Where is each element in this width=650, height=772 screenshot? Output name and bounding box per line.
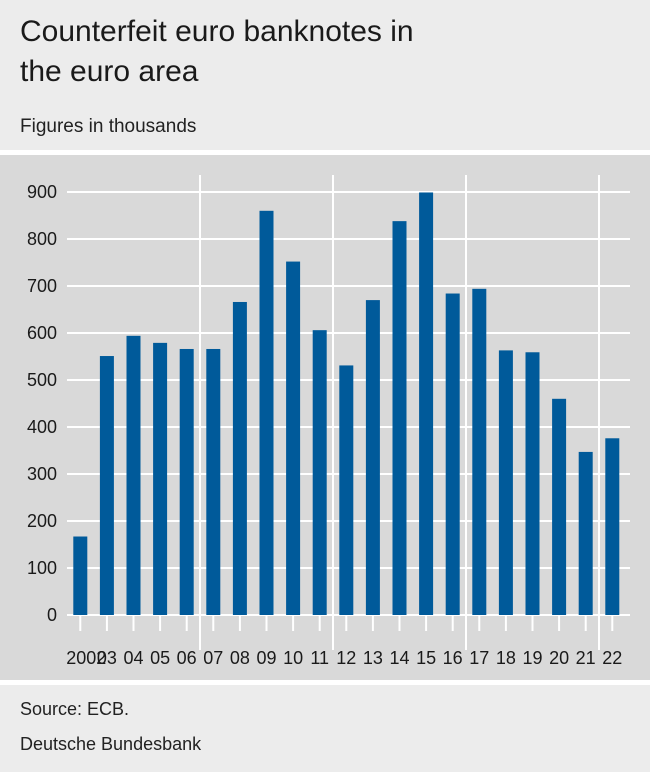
y-tick-label: 500 [27, 370, 57, 390]
x-tick-label: 14 [389, 648, 409, 668]
bar [552, 398, 567, 615]
y-tick-label: 0 [47, 605, 57, 625]
x-tick-label: 07 [203, 648, 223, 668]
bar [206, 348, 221, 615]
x-tick-label: 13 [363, 648, 383, 668]
x-tick-label: 06 [177, 648, 197, 668]
x-tick-label: 20 [549, 648, 569, 668]
bar [259, 210, 274, 616]
x-tick-label: 05 [150, 648, 170, 668]
y-tick-label: 400 [27, 417, 57, 437]
bar [339, 365, 354, 615]
bar [153, 342, 168, 615]
y-tick-label: 100 [27, 558, 57, 578]
bottom-separator [0, 680, 650, 685]
x-tick-label: 11 [310, 648, 329, 668]
x-tick-label: 08 [230, 648, 250, 668]
bar [312, 330, 327, 615]
y-tick-label: 800 [27, 229, 57, 249]
x-tick-label: 19 [522, 648, 542, 668]
bar [179, 348, 194, 615]
x-tick-label: 12 [336, 648, 356, 668]
bar [99, 356, 114, 615]
y-tick-label: 600 [27, 323, 57, 343]
bar [472, 288, 487, 615]
y-tick-label: 200 [27, 511, 57, 531]
footer: Source: ECB. Deutsche Bundesbank [0, 685, 650, 772]
x-tick-label: 18 [496, 648, 516, 668]
x-tick-label: 03 [97, 648, 117, 668]
x-tick-label: 21 [576, 648, 596, 668]
bar [73, 536, 88, 615]
y-tick-label: 300 [27, 464, 57, 484]
chart-subtitle: Figures in thousands [20, 116, 197, 137]
publisher-note: Deutsche Bundesbank [20, 734, 202, 754]
chart-area: 0 100 200 300 400 500 600 700 800 900 2002 03 04 05 06… [0, 155, 650, 680]
x-tick-label: 10 [283, 648, 303, 668]
bar [392, 221, 407, 615]
x-tick-label: 04 [123, 648, 143, 668]
bar [578, 451, 593, 615]
x-tick-label: 17 [469, 648, 489, 668]
bar [525, 352, 540, 615]
x-tick-label: 22 [602, 648, 622, 668]
bar [232, 301, 247, 615]
chart-title: Counterfeit euro banknotes in the euro a… [20, 12, 620, 92]
source-note: Source: ECB. [20, 699, 130, 719]
bar [445, 293, 460, 615]
y-tick-label: 900 [27, 182, 57, 202]
bar [419, 192, 434, 615]
bar [286, 261, 301, 615]
bar [365, 300, 380, 615]
y-tick-label: 700 [27, 276, 57, 296]
header: Counterfeit euro banknotes in the euro a… [0, 0, 650, 150]
x-tick-label: 16 [443, 648, 463, 668]
x-tick-label: 09 [256, 648, 276, 668]
bar [605, 438, 620, 615]
bar [126, 335, 141, 615]
chart-title-line-1: Counterfeit euro banknotes in [20, 15, 414, 48]
x-tick-label: 15 [416, 648, 436, 668]
chart-title-line-2: the euro area [20, 55, 199, 88]
top-separator [0, 150, 650, 155]
x-tick-label: 2002 [66, 648, 106, 668]
bar [498, 350, 513, 615]
